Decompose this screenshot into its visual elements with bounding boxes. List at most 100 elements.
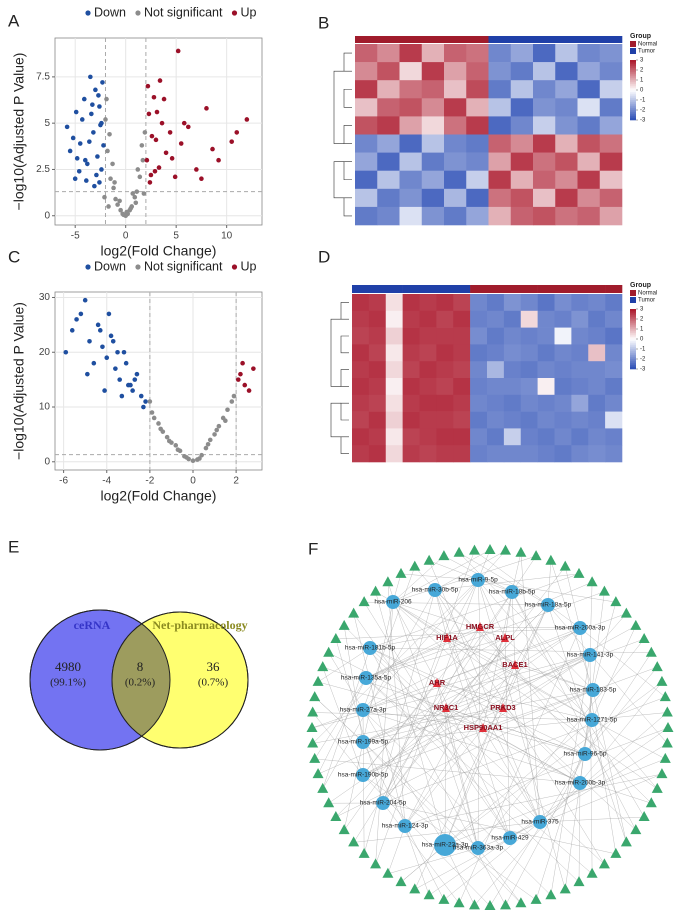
heatmap-cell	[355, 98, 378, 117]
lncrna-node	[656, 768, 668, 779]
edge	[335, 627, 581, 640]
edge	[312, 712, 364, 776]
lncrna-node	[620, 836, 632, 847]
edge	[317, 654, 591, 775]
heatmap-cell	[588, 361, 606, 379]
edge	[382, 802, 616, 855]
edge	[400, 573, 479, 581]
data-point	[151, 94, 157, 100]
heatmap-cell	[503, 310, 522, 328]
heatmap-cell	[554, 394, 572, 412]
lncrna-node	[348, 607, 360, 618]
data-point	[78, 311, 84, 317]
colorbar-step	[630, 78, 636, 81]
heatmap-cell	[436, 428, 454, 446]
heatmap-cell	[520, 411, 538, 429]
heatmap-cell	[470, 411, 488, 429]
mirna-node	[505, 585, 519, 599]
data-point	[81, 96, 87, 102]
data-point	[128, 206, 134, 211]
data-point	[137, 174, 143, 180]
edge	[335, 689, 594, 818]
heatmap-cell	[599, 170, 623, 190]
heatmap-cell	[385, 310, 403, 328]
heatmap-cell	[377, 62, 400, 81]
heatmap-cell	[368, 361, 387, 379]
heatmap-cell	[377, 206, 400, 226]
data-point	[96, 93, 101, 98]
edge	[458, 552, 549, 606]
heatmap-cell	[436, 294, 454, 312]
data-point	[113, 196, 118, 202]
heatmap-cell	[355, 170, 378, 190]
heatmap-cell	[599, 152, 623, 171]
data-point	[199, 176, 204, 182]
heatmap-cell	[503, 344, 522, 362]
edge	[578, 782, 581, 883]
heatmap-cell	[466, 44, 489, 63]
data-point	[149, 410, 155, 415]
heatmap-cell	[466, 152, 489, 171]
edge	[392, 549, 491, 603]
heatmap-cell	[419, 394, 437, 412]
mirna-node	[578, 747, 592, 761]
heatmap-cell	[419, 411, 437, 429]
heatmap-cell	[444, 98, 467, 117]
edge	[436, 682, 586, 755]
edge	[343, 601, 394, 831]
edge	[477, 579, 616, 603]
data-point	[156, 421, 161, 426]
heatmap-cell	[520, 344, 538, 362]
heatmap-cell	[555, 188, 578, 208]
x-tick-label: -6	[59, 476, 68, 487]
data-point	[118, 207, 123, 213]
data-point	[115, 349, 120, 355]
edge	[565, 566, 581, 629]
edge	[392, 601, 658, 790]
data-point	[207, 437, 213, 443]
edge	[514, 664, 541, 823]
data-point	[111, 185, 116, 191]
data-point	[139, 143, 145, 148]
edge	[489, 753, 586, 907]
legend-title: Group	[630, 282, 651, 289]
heatmap-cell	[402, 411, 420, 429]
gene-node	[501, 633, 509, 642]
data-point	[194, 167, 199, 172]
edge	[429, 560, 513, 593]
data-point	[76, 169, 82, 174]
heatmap-cell	[419, 378, 437, 396]
edge	[382, 637, 448, 804]
legend-label: Normal	[638, 291, 657, 297]
plot-background	[54, 37, 263, 226]
legend-label: Tumor	[638, 298, 655, 304]
edge	[479, 626, 581, 629]
edge	[382, 626, 481, 804]
gene-label: PRKD3	[490, 703, 515, 712]
edge	[382, 802, 460, 904]
heatmap-cell	[368, 428, 387, 446]
mirna-label: hsa-miR-124-3p	[382, 823, 429, 830]
colorbar-step	[630, 367, 636, 370]
data-point	[235, 377, 241, 382]
mirna-label: hsa-miR-183-5p	[570, 687, 617, 694]
lncrna-node	[610, 596, 622, 607]
edge	[362, 637, 506, 711]
heatmap-cell	[385, 411, 403, 429]
heatmap-cell	[402, 428, 420, 446]
group-annotation	[488, 36, 512, 43]
heatmap-cell	[419, 344, 437, 362]
heatmap-cell	[402, 310, 420, 328]
heatmap-cell	[537, 344, 555, 362]
colorbar-step	[630, 70, 636, 73]
heatmap-cell	[510, 98, 534, 117]
edge	[436, 682, 511, 839]
y-tick-label: 0	[44, 210, 50, 221]
lncrna-node	[358, 847, 370, 858]
heatmap-cell	[533, 80, 556, 99]
data-point	[216, 423, 222, 429]
data-point	[242, 382, 248, 388]
lncrna-node	[309, 691, 321, 702]
colorbar-step	[630, 341, 636, 344]
dendrogram	[343, 197, 352, 217]
